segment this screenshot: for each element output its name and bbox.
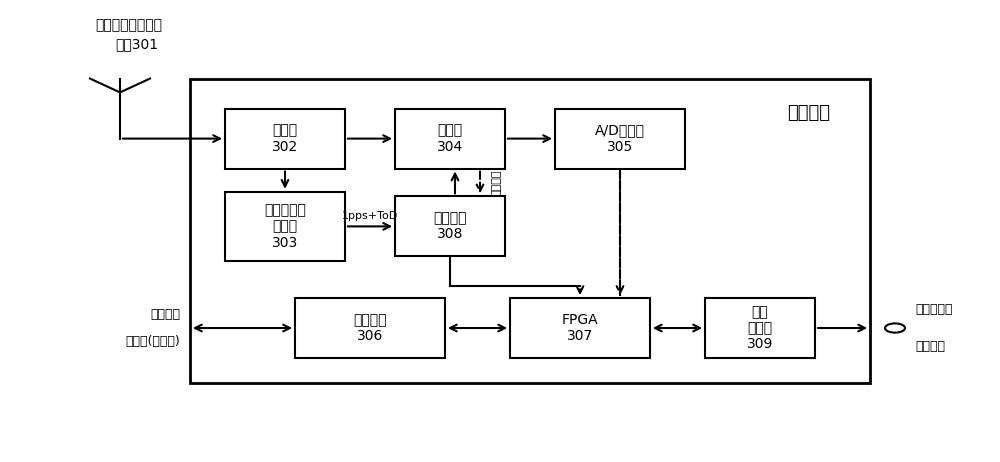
Text: 同步时钟: 同步时钟 — [492, 169, 502, 196]
Text: 基带单元: 基带单元 — [787, 104, 830, 122]
FancyBboxPatch shape — [190, 79, 870, 383]
FancyBboxPatch shape — [295, 298, 445, 358]
FancyBboxPatch shape — [510, 298, 650, 358]
Text: 数字
激光器
309: 数字 激光器 309 — [747, 305, 773, 351]
Text: A/D转换器
305: A/D转换器 305 — [595, 123, 645, 154]
FancyBboxPatch shape — [395, 196, 505, 256]
Text: 下联光口: 下联光口 — [915, 340, 945, 353]
Text: 接核心网: 接核心网 — [150, 308, 180, 321]
Text: 1pps+ToD: 1pps+ToD — [342, 211, 398, 221]
FancyBboxPatch shape — [705, 298, 815, 358]
FancyBboxPatch shape — [555, 109, 685, 169]
Text: 卫星同步接
收星卡
303: 卫星同步接 收星卡 303 — [264, 203, 306, 249]
Text: FPGA
307: FPGA 307 — [562, 313, 598, 343]
FancyBboxPatch shape — [225, 192, 345, 261]
FancyBboxPatch shape — [225, 109, 345, 169]
Text: 卫星同步信号接收: 卫星同步信号接收 — [95, 18, 162, 32]
Text: 低噪放
304: 低噪放 304 — [437, 123, 463, 154]
Text: 接扩展单元: 接扩展单元 — [915, 303, 953, 316]
Text: 分路器
302: 分路器 302 — [272, 123, 298, 154]
Text: 基带处理
306: 基带处理 306 — [353, 313, 387, 343]
Text: 上联口(光或电): 上联口(光或电) — [125, 335, 180, 348]
Text: 天线301: 天线301 — [115, 37, 158, 51]
FancyBboxPatch shape — [395, 109, 505, 169]
Text: 时频处理
308: 时频处理 308 — [433, 211, 467, 242]
